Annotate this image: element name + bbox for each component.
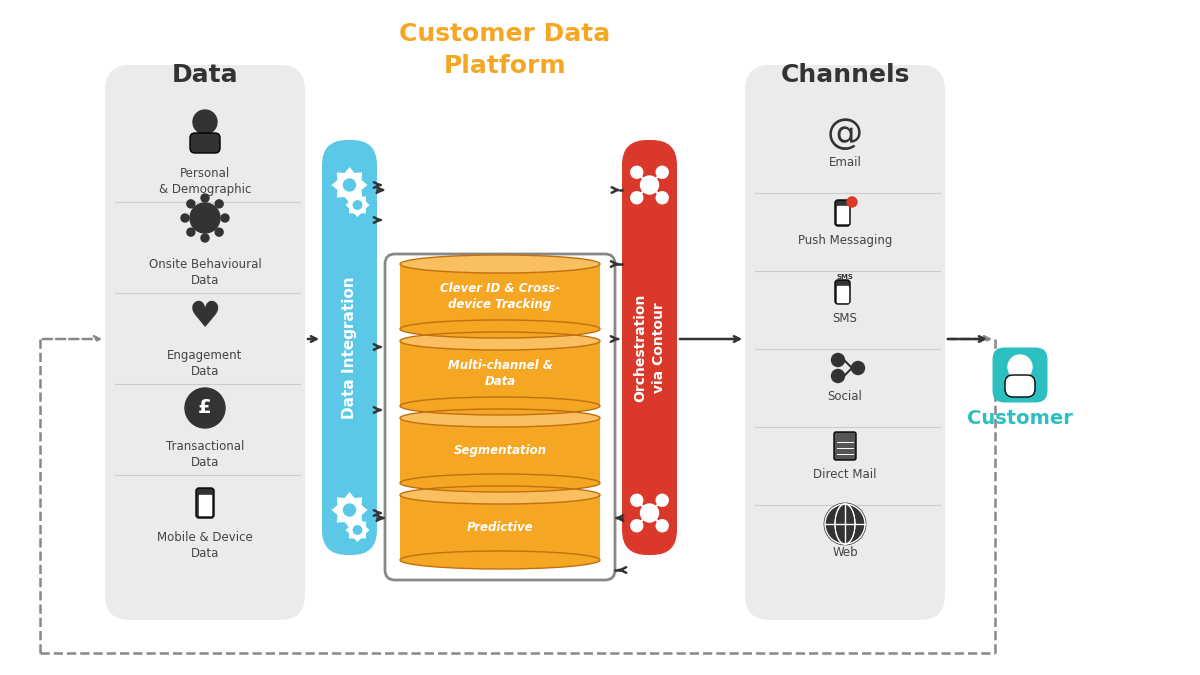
Circle shape (187, 228, 194, 236)
Text: Clever ID & Cross-
device Tracking: Clever ID & Cross- device Tracking (440, 282, 560, 311)
FancyBboxPatch shape (106, 65, 305, 620)
Circle shape (181, 214, 190, 222)
Text: Multi-channel &
Data: Multi-channel & Data (448, 359, 552, 388)
Circle shape (221, 214, 229, 222)
Circle shape (631, 192, 643, 204)
Circle shape (832, 354, 845, 367)
Circle shape (190, 203, 220, 233)
Circle shape (193, 110, 217, 134)
FancyBboxPatch shape (622, 140, 677, 555)
Text: Engagement
Data: Engagement Data (167, 349, 242, 378)
Circle shape (343, 179, 355, 191)
Circle shape (852, 362, 864, 375)
Ellipse shape (400, 255, 600, 273)
Text: Web: Web (832, 546, 858, 559)
Circle shape (192, 205, 218, 231)
FancyBboxPatch shape (190, 133, 220, 153)
FancyBboxPatch shape (835, 280, 850, 304)
Text: Predictive: Predictive (467, 521, 533, 534)
Text: Data Integration: Data Integration (342, 276, 358, 418)
FancyBboxPatch shape (745, 65, 946, 620)
Text: Email: Email (828, 156, 862, 169)
FancyBboxPatch shape (322, 140, 377, 555)
FancyBboxPatch shape (834, 432, 856, 460)
Bar (400, 418, 600, 483)
FancyBboxPatch shape (992, 348, 1048, 402)
Circle shape (826, 504, 865, 544)
Text: SMS: SMS (833, 312, 858, 325)
Text: Mobile & Device
Data: Mobile & Device Data (157, 531, 253, 560)
Text: Transactional
Data: Transactional Data (166, 440, 244, 469)
Polygon shape (331, 492, 367, 528)
Circle shape (343, 504, 355, 516)
Circle shape (215, 228, 223, 236)
Circle shape (187, 200, 194, 208)
Circle shape (631, 166, 643, 178)
Ellipse shape (400, 474, 600, 492)
Circle shape (215, 200, 223, 208)
Bar (199, 495, 211, 515)
Text: Data: Data (172, 63, 239, 87)
Ellipse shape (400, 397, 600, 415)
Circle shape (641, 176, 659, 194)
Circle shape (656, 166, 668, 178)
FancyBboxPatch shape (835, 200, 850, 226)
FancyBboxPatch shape (196, 488, 214, 518)
Text: £: £ (198, 398, 212, 418)
Text: Segmentation: Segmentation (454, 444, 546, 457)
Text: Social: Social (828, 390, 863, 403)
Circle shape (200, 194, 209, 202)
Text: Customer Data
Platform: Customer Data Platform (400, 22, 611, 78)
Text: Personal
& Demographic: Personal & Demographic (158, 167, 251, 196)
Circle shape (641, 504, 659, 522)
Circle shape (656, 520, 668, 532)
Circle shape (656, 192, 668, 204)
Circle shape (200, 234, 209, 242)
Polygon shape (346, 518, 370, 542)
Text: Direct Mail: Direct Mail (814, 468, 877, 481)
Bar (400, 264, 600, 329)
Circle shape (185, 388, 226, 428)
Bar (400, 341, 600, 406)
Text: SMS: SMS (836, 274, 854, 280)
Ellipse shape (400, 332, 600, 350)
Text: Channels: Channels (780, 63, 910, 87)
Circle shape (656, 494, 668, 506)
Circle shape (631, 520, 643, 532)
Circle shape (832, 369, 845, 383)
Text: Customer: Customer (967, 410, 1073, 429)
Circle shape (1008, 355, 1032, 379)
Ellipse shape (400, 320, 600, 338)
Bar (836, 286, 848, 302)
Polygon shape (346, 193, 370, 217)
Circle shape (353, 526, 361, 534)
Text: Orchestration
via Contour: Orchestration via Contour (634, 294, 666, 402)
Bar (400, 495, 600, 560)
Polygon shape (331, 167, 367, 203)
Text: Push Messaging: Push Messaging (798, 234, 892, 247)
FancyBboxPatch shape (1004, 375, 1034, 397)
Ellipse shape (400, 409, 600, 427)
Text: Onsite Behavioural
Data: Onsite Behavioural Data (149, 258, 262, 287)
Circle shape (847, 197, 857, 207)
Ellipse shape (400, 551, 600, 569)
Circle shape (353, 200, 361, 209)
Text: @: @ (827, 117, 863, 151)
Text: ♥: ♥ (188, 300, 221, 334)
Bar (836, 206, 848, 223)
Circle shape (631, 494, 643, 506)
Ellipse shape (400, 486, 600, 504)
